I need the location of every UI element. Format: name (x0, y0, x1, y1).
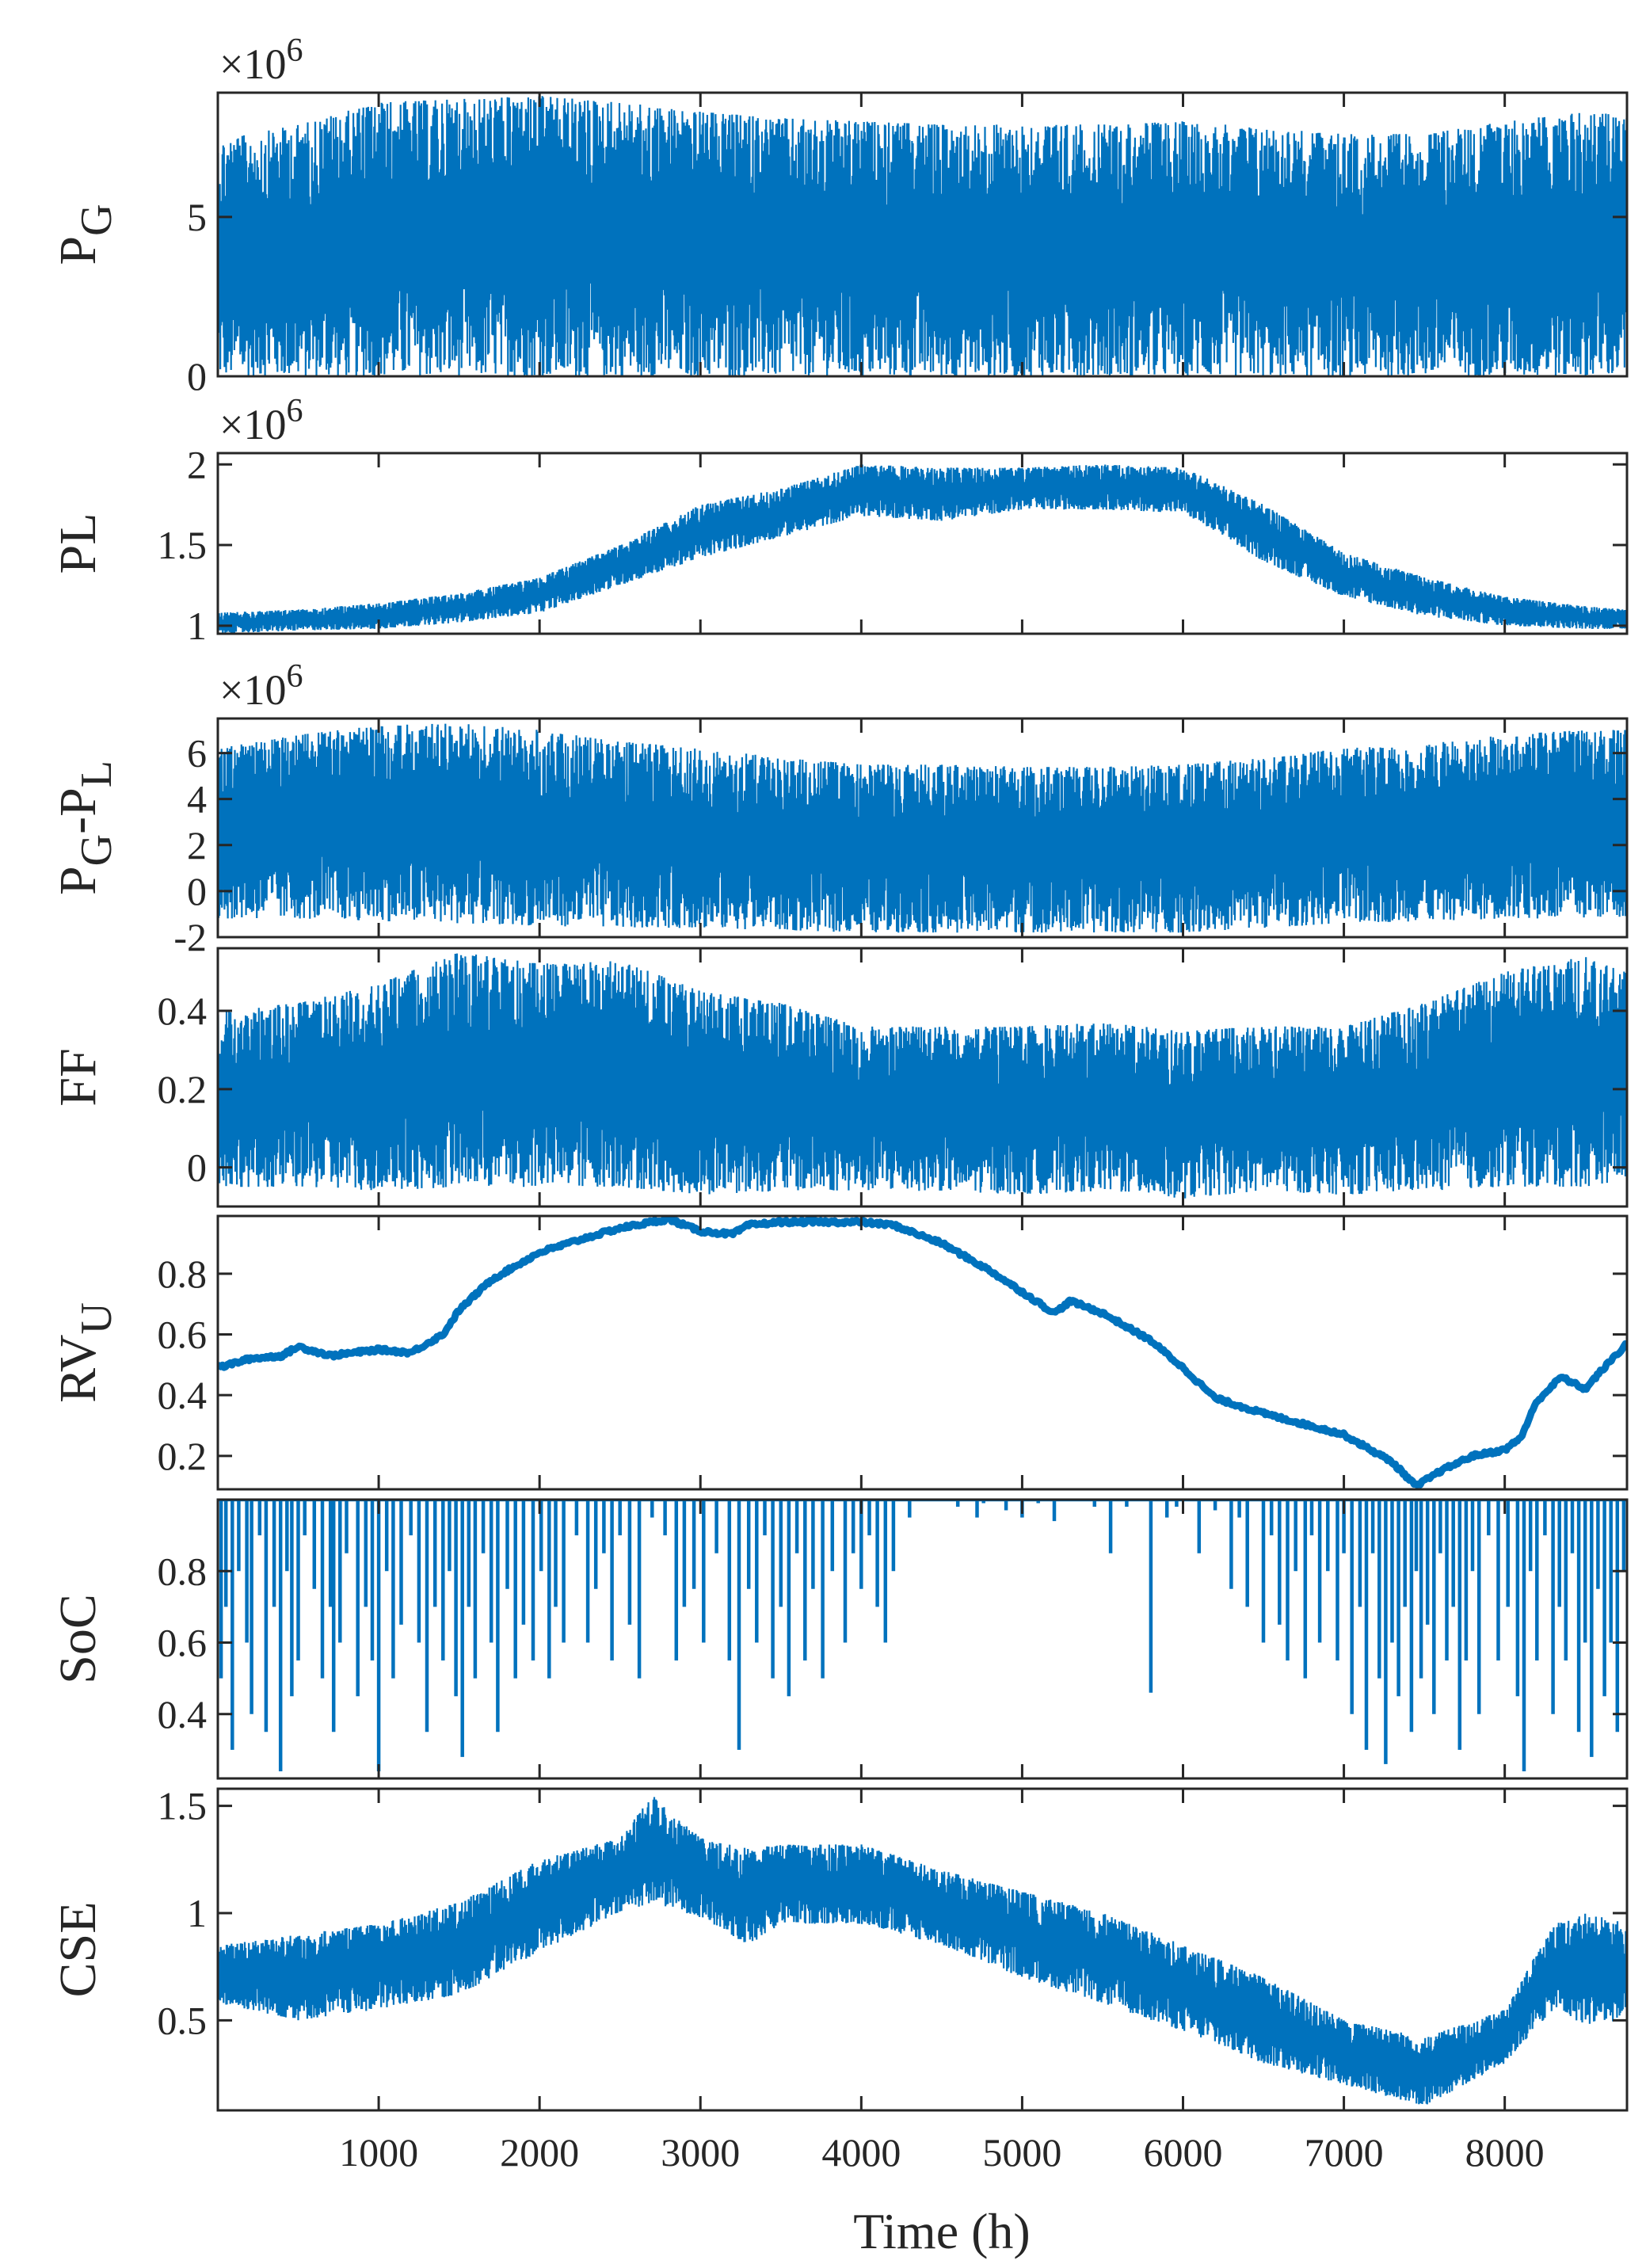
y-tick-label: 1.5 (158, 523, 208, 567)
plot-frame (216, 1214, 1629, 1491)
plot-frame (216, 1498, 1629, 1780)
panel-rv-u: 0.2 0.4 0.6 0.8 RVU (49, 1214, 1629, 1491)
x-tick-label: 2000 (500, 2130, 579, 2175)
y-tick-label: 1.5 (158, 1784, 208, 1828)
exponent-label: ×106 (219, 32, 303, 88)
y-tick-label: 2 (187, 823, 207, 867)
y-axis-label: RVU (49, 1302, 121, 1403)
y-tick-label: -2 (173, 915, 207, 959)
y-tick-label: 0 (187, 354, 207, 398)
y-axis-label: PL (49, 513, 107, 574)
series-line (218, 1500, 1627, 1771)
y-tick-label: 2 (187, 442, 207, 486)
y-tick-label: 0.8 (158, 1252, 208, 1296)
y-tick-label: 0.8 (158, 1549, 208, 1593)
x-tick-label: 4000 (821, 2130, 901, 2175)
y-tick-label: 0 (187, 869, 207, 913)
exponent-label: ×106 (219, 658, 303, 714)
y-tick-label: 0.4 (158, 1692, 208, 1736)
y-axis-label: PG-PL (49, 760, 121, 895)
y-tick-label: 1 (187, 1891, 207, 1935)
plot-frame (216, 947, 1629, 1208)
x-axis-title: Time (h) (853, 2203, 1030, 2259)
y-axis-label: CSE (49, 1901, 107, 1997)
panel-ff: 0 0.2 0.4 FF (49, 947, 1629, 1208)
panel-pl: 1 1.5 2 ×106 PL (49, 393, 1629, 648)
y-tick-label: 1 (187, 604, 207, 648)
y-tick-label: 0 (187, 1145, 207, 1190)
y-tick-label: 0.6 (158, 1313, 208, 1357)
x-tick-label: 6000 (1143, 2130, 1222, 2175)
y-axis-label: SoC (49, 1594, 107, 1684)
y-tick-label: 5 (187, 195, 207, 239)
panel-cse: 0.5 1 1.5 CSE (49, 1784, 1629, 2112)
y-axis-label: PG (49, 204, 121, 265)
exponent-label: ×106 (219, 393, 303, 448)
y-tick-label: 6 (187, 731, 207, 776)
plot-frame (216, 91, 1629, 378)
y-tick-label: 0.5 (158, 1998, 208, 2042)
plot-frame (216, 717, 1629, 939)
x-tick-label: 3000 (661, 2130, 740, 2175)
plot-frame (216, 1787, 1629, 2112)
x-tick-label: 5000 (982, 2130, 1061, 2175)
y-tick-label: 0.4 (158, 1373, 208, 1417)
panels: 05×106PG11.52×106PL-20246×106PG-PL00.20.… (49, 32, 1629, 2112)
series-line (218, 953, 1627, 1199)
x-tick-label: 1000 (339, 2130, 418, 2175)
y-tick-label: 0.6 (158, 1621, 208, 1665)
x-tick-label: 7000 (1305, 2130, 1384, 2175)
y-tick-label: 4 (187, 777, 207, 821)
series-line (218, 1216, 1627, 1488)
x-axis: 1000 2000 3000 4000 5000 6000 7000 8000 (339, 2130, 1545, 2175)
y-axis-label: FF (49, 1048, 107, 1106)
series-line (218, 464, 1627, 634)
y-tick-label: 0.2 (158, 1067, 208, 1111)
x-tick-label: 8000 (1465, 2130, 1545, 2175)
plot-frame (216, 452, 1629, 635)
panel-p-g: 0 5 ×106 PG (49, 32, 1629, 398)
y-tick-label: 0.2 (158, 1434, 208, 1478)
panel-soc: 0.4 0.6 0.8 SoC (49, 1498, 1629, 1780)
series-line (218, 96, 1627, 376)
series-line (218, 723, 1627, 933)
y-tick-label: 0.4 (158, 989, 208, 1033)
series-line (218, 1797, 1627, 2105)
